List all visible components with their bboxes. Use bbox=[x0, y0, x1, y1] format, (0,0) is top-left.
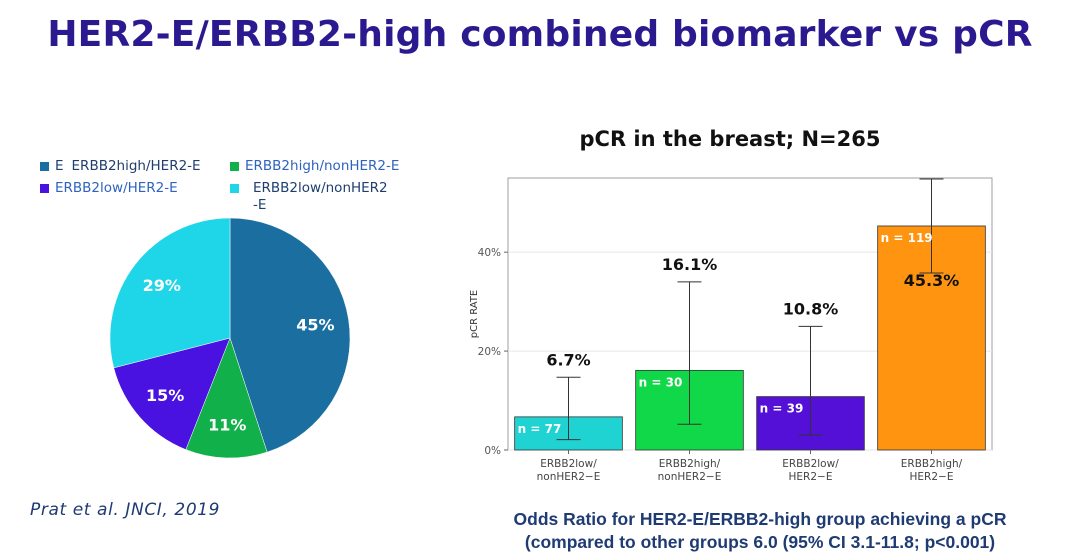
pie-slice-0 bbox=[229, 217, 351, 453]
pie-chart: 45% 11% 15% 29% bbox=[100, 208, 360, 468]
pie-slice-2 bbox=[113, 337, 231, 450]
legend-item-erbb2low-nonher2e: ERBB2low/nonHER2 -E bbox=[230, 180, 388, 214]
bar-n-label: n = 39 bbox=[760, 402, 804, 416]
pie-legend: E ERBB2high/HER2-E ERBB2high/nonHER2-E E… bbox=[40, 158, 440, 218]
bar-chart: 0% 20% 40% pCR RATE n = 77 6.7% ERBB2low/nonHE… bbox=[455, 170, 1015, 490]
bar-value-label: 16.1% bbox=[662, 255, 718, 274]
pie-slice-1 bbox=[185, 337, 268, 459]
legend-item-erbb2low-her2e: ERBB2low/HER2-E bbox=[40, 180, 178, 197]
legend-swatch bbox=[230, 162, 239, 171]
bar-value-label: 6.7% bbox=[546, 350, 590, 369]
legend-swatch bbox=[40, 184, 49, 193]
pie-slice-label: 45% bbox=[296, 315, 334, 334]
legend-label: ERBB2low/HER2-E bbox=[55, 180, 178, 196]
y-axis-label: pCR RATE bbox=[469, 290, 480, 339]
y-tick-label: 20% bbox=[478, 346, 501, 358]
bar-value-label: 45.3% bbox=[904, 271, 960, 290]
odds-ratio-footnote: Odds Ratio for HER2-E/ERBB2-high group a… bbox=[440, 508, 1080, 554]
bar-n-label: n = 77 bbox=[518, 422, 562, 436]
x-tick-label: ERBB2low/ bbox=[540, 458, 597, 470]
bar-svg: 0% 20% 40% pCR RATE n = 77 6.7% ERBB2low/nonHE… bbox=[469, 177, 993, 483]
legend-item-erbb2high-nonher2e: ERBB2high/nonHER2-E bbox=[230, 158, 399, 175]
bar-value-label: 10.8% bbox=[783, 299, 839, 318]
pie-slice-3 bbox=[109, 217, 231, 369]
slide-title: HER2-E/ERBB2-high combined biomarker vs … bbox=[47, 14, 1033, 55]
pie-svg: 45% 11% 15% 29% bbox=[109, 217, 351, 459]
bar-n-label: n = 119 bbox=[881, 231, 933, 245]
legend-swatch bbox=[40, 162, 49, 171]
pie-slice-label: 11% bbox=[208, 415, 246, 434]
legend-label: ERBB2high/nonHER2-E bbox=[245, 158, 400, 174]
pie-slice-label: 29% bbox=[143, 276, 181, 295]
x-tick-label: ERBB2low/ bbox=[782, 458, 839, 470]
legend-item-erbb2high-her2e: E ERBB2high/HER2-E bbox=[40, 158, 201, 175]
bar-chart-title: pCR in the breast; N=265 bbox=[579, 127, 881, 151]
legend-swatch bbox=[230, 184, 239, 193]
legend-label-wrap: -E bbox=[253, 197, 267, 213]
footnote-line-2: (compared to other groups 6.0 (95% CI 3.… bbox=[524, 532, 996, 552]
citation: Prat et al. JNCI, 2019 bbox=[30, 500, 221, 520]
legend-prefix: E bbox=[55, 158, 64, 174]
legend-label: ERBB2low/nonHER2 bbox=[253, 180, 388, 196]
x-tick-label: nonHER2−E bbox=[537, 471, 601, 483]
pie-slice-label: 15% bbox=[146, 386, 184, 405]
legend-label: ERBB2high/HER2-E bbox=[71, 158, 201, 174]
bar-n-label: n = 30 bbox=[639, 375, 683, 389]
x-tick-label: HER2−E bbox=[910, 471, 954, 483]
x-tick-label: ERBB2high/ bbox=[659, 458, 721, 470]
x-tick-label: HER2−E bbox=[789, 471, 833, 483]
x-tick-label: ERBB2high/ bbox=[901, 458, 963, 470]
footnote-line-1: Odds Ratio for HER2-E/ERBB2-high group a… bbox=[513, 509, 1007, 529]
y-tick-label: 0% bbox=[484, 445, 501, 457]
x-tick-label: nonHER2−E bbox=[658, 471, 722, 483]
y-tick-label: 40% bbox=[478, 247, 501, 259]
